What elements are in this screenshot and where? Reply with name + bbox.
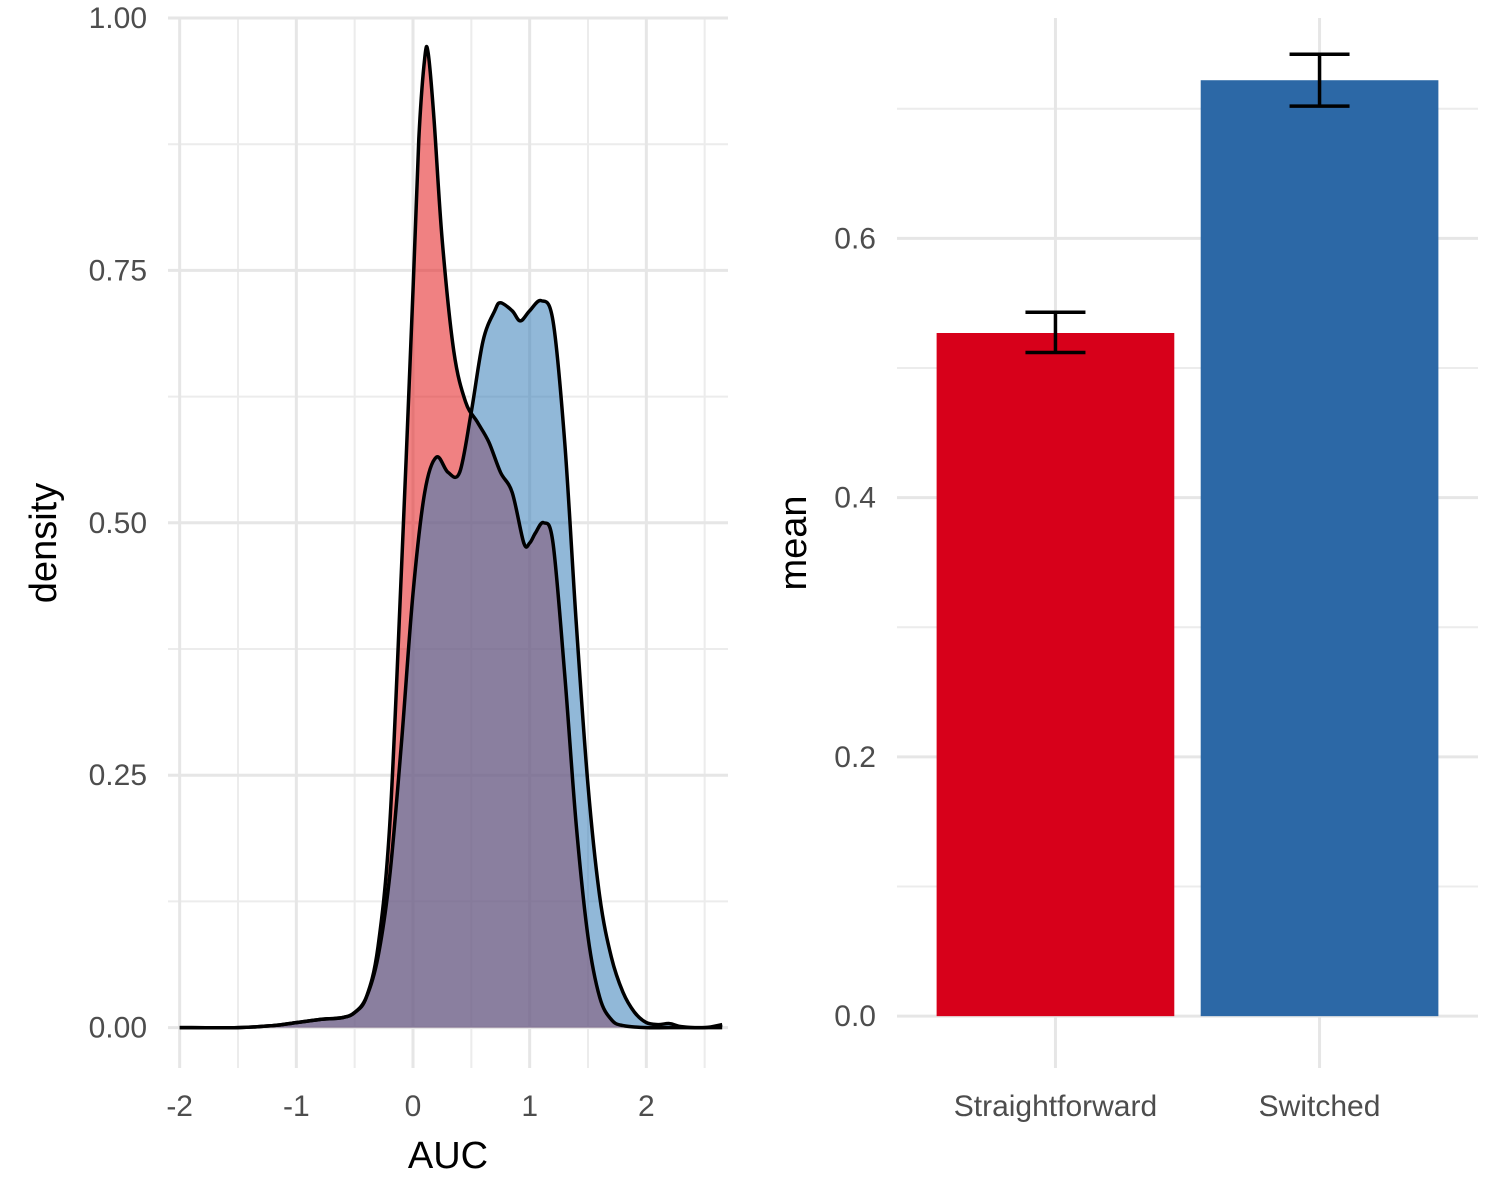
bar-straightforward (936, 333, 1175, 1017)
density-panel: -2 -1 0 1 2 0.00 0.25 0.50 0.75 1.00 AUC density (23, 2, 728, 1177)
y-tick-label: 0.2 (834, 741, 876, 774)
y-axis-title: mean (773, 495, 815, 590)
x-tick-label: 2 (638, 1090, 655, 1123)
x-tick-label: 1 (521, 1090, 538, 1123)
y-tick-label: 0.50 (89, 507, 147, 540)
bar-panel: 0.0 0.2 0.4 0.6 Straightforward Switched mean (773, 18, 1478, 1123)
x-axis-title: AUC (408, 1135, 488, 1177)
y-tick-label: 0.25 (89, 759, 147, 792)
density-line-series-2 (179, 298, 723, 1030)
x-tick-label: Straightforward (954, 1090, 1157, 1123)
bar-switched (1200, 80, 1439, 1017)
y-tick-label: 0.75 (89, 254, 147, 287)
x-tick-label: Switched (1259, 1090, 1381, 1123)
y-tick-label: 1.00 (89, 2, 147, 35)
y-tick-label: 0.4 (834, 482, 876, 515)
y-tick-label: 0.00 (89, 1012, 147, 1045)
x-tick-label: -1 (283, 1090, 310, 1123)
y-axis-title: density (23, 483, 65, 603)
x-tick-label: 0 (405, 1090, 422, 1123)
x-tick-label: -2 (166, 1090, 193, 1123)
density-area-series-2 (179, 300, 723, 1028)
y-tick-label: 0.6 (834, 222, 876, 255)
y-tick-label: 0.0 (834, 1000, 876, 1033)
